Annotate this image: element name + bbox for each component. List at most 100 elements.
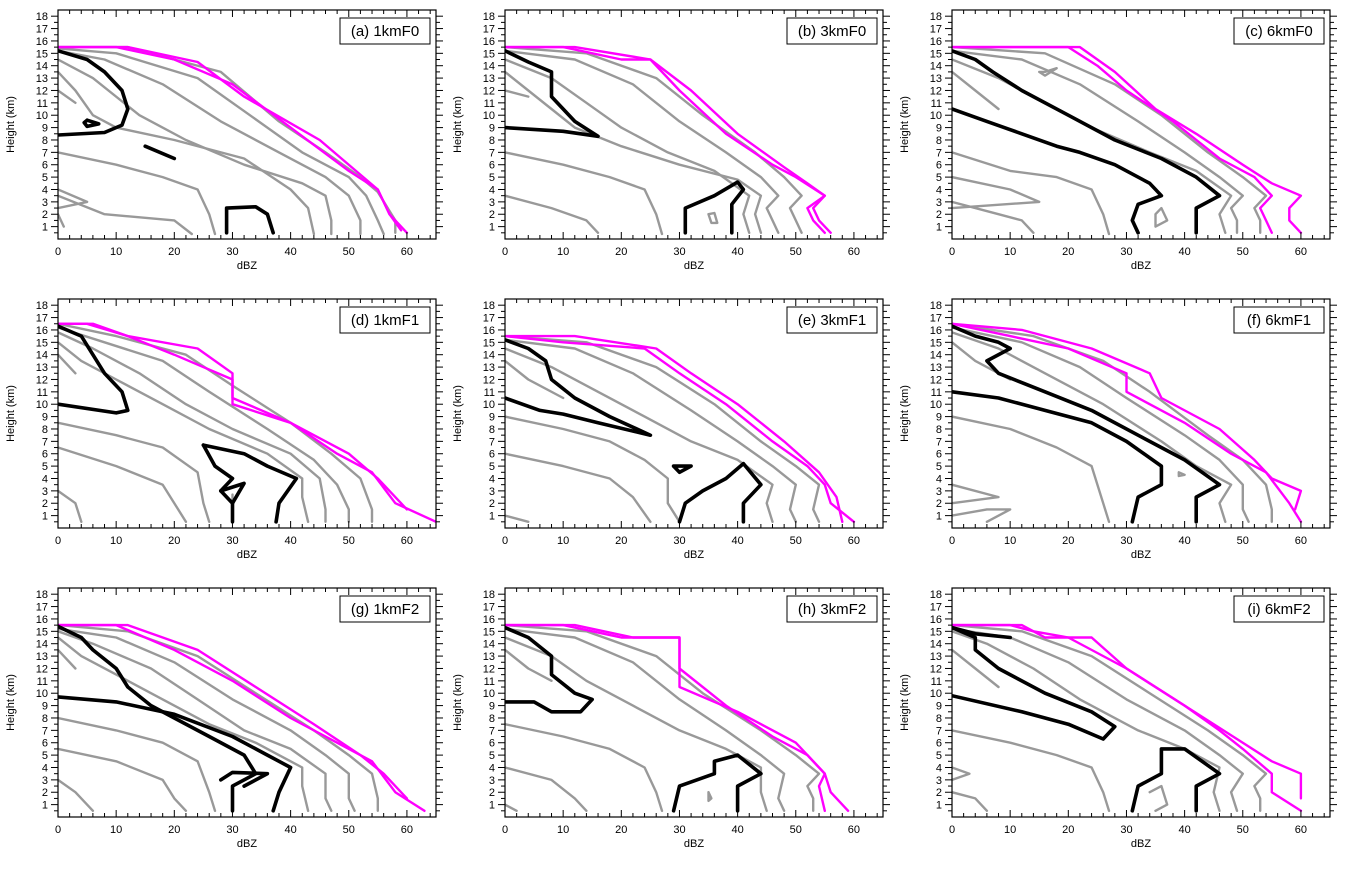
y-tick-label: 13 <box>483 362 495 374</box>
gray-contour-line <box>58 151 217 236</box>
x-tick-label: 10 <box>1004 246 1016 258</box>
contour-lines <box>58 623 426 813</box>
magenta-contour-line <box>505 334 844 523</box>
y-tick-label: 12 <box>36 85 48 97</box>
gray-contour-line <box>505 723 664 812</box>
y-tick-label: 3 <box>936 775 942 787</box>
y-tick-label: 15 <box>483 337 495 349</box>
x-axis-label: dBZ <box>684 549 704 561</box>
x-tick-label: 10 <box>557 824 569 836</box>
x-tick-label: 50 <box>343 824 355 836</box>
black-contour-line <box>952 324 1222 524</box>
gray-contour-line <box>505 338 797 523</box>
y-tick-label: 11 <box>37 98 48 110</box>
y-tick-label: 12 <box>930 374 942 386</box>
y-tick-label: 10 <box>930 399 942 411</box>
y-tick-label: 4 <box>489 184 495 196</box>
x-tick-label: 40 <box>1178 246 1190 258</box>
x-axis-label: dBZ <box>1131 549 1151 561</box>
y-axis-label: Height (km) <box>899 96 911 153</box>
x-tick-label: 20 <box>1062 824 1074 836</box>
magenta-contour-line <box>58 623 409 800</box>
x-tick-label: 0 <box>949 824 955 836</box>
panel-title: (e) 3kmF1 <box>798 312 866 329</box>
y-tick-label: 1 <box>936 800 942 812</box>
y-tick-label: 14 <box>483 350 495 362</box>
y-tick-label: 10 <box>483 688 495 700</box>
panel-title: (f) 6kmF1 <box>1247 312 1311 329</box>
y-tick-label: 14 <box>36 350 48 362</box>
y-tick-label: 14 <box>930 61 942 73</box>
x-tick-label: 10 <box>1004 824 1016 836</box>
gray-contour-line <box>58 47 385 236</box>
y-tick-label: 13 <box>930 651 942 663</box>
y-tick-label: 13 <box>36 73 48 85</box>
y-tick-label: 7 <box>42 147 48 159</box>
gray-contour-line <box>505 415 681 523</box>
gray-contour-line <box>952 623 1268 812</box>
panel-title-box <box>1233 17 1325 45</box>
plot-frame <box>504 587 884 818</box>
gray-contour-line <box>952 151 1111 236</box>
y-tick-label: 5 <box>489 172 495 184</box>
y-tick-label: 8 <box>489 424 495 436</box>
gray-contour-line <box>58 446 188 523</box>
y-tick-label: 6 <box>42 738 48 750</box>
gray-contour-line <box>952 508 1012 523</box>
black-contour-line <box>677 461 763 524</box>
gray-contour-line <box>58 188 89 210</box>
y-tick-label: 12 <box>36 374 48 386</box>
y-tick-label: 18 <box>36 11 48 23</box>
y-tick-label: 16 <box>36 325 48 337</box>
y-tick-label: 11 <box>484 387 495 399</box>
x-tick-label: 30 <box>226 246 238 258</box>
y-tick-label: 12 <box>36 663 48 675</box>
panel-title-box <box>339 306 431 334</box>
gray-contour-line <box>505 627 786 812</box>
y-tick-label: 1 <box>489 222 495 234</box>
black-contour-line <box>58 48 130 137</box>
y-axis-label: Height (km) <box>452 96 464 153</box>
y-tick-label: 2 <box>936 787 942 799</box>
gray-contour-line <box>58 89 77 105</box>
gray-contour-line <box>952 322 1274 523</box>
gray-contour-line <box>505 347 774 523</box>
y-tick-label: 12 <box>930 663 942 675</box>
x-tick-label: 30 <box>673 824 685 836</box>
panel-title: (g) 1kmF2 <box>351 601 419 618</box>
y-tick-label: 9 <box>936 123 942 135</box>
y-tick-label: 13 <box>36 651 48 663</box>
x-axis-label: dBZ <box>237 260 257 272</box>
chart-panel: 0 10 20 30 40 50 60123456789101112131415161718… <box>899 298 1337 561</box>
black-contour-line <box>219 481 246 506</box>
y-tick-label: 6 <box>489 738 495 750</box>
y-tick-label: 16 <box>483 614 495 626</box>
panel-title-box <box>786 595 878 623</box>
plot-frame <box>504 9 884 240</box>
gray-contour-line <box>58 421 211 523</box>
x-tick-label: 30 <box>673 246 685 258</box>
gray-contour-line <box>58 49 362 236</box>
gray-contour-line <box>505 803 518 812</box>
chart-panel: 0 10 20 30 40 50 60123456789101112131415161718… <box>452 298 890 561</box>
y-tick-label: 1 <box>42 222 48 234</box>
magenta-contour-line <box>952 322 1303 523</box>
y-tick-label: 10 <box>36 688 48 700</box>
x-tick-label: 50 <box>790 246 802 258</box>
x-tick-label: 30 <box>1120 246 1132 258</box>
y-tick-label: 5 <box>42 172 48 184</box>
chart-panel: 0 10 20 30 40 50 60123456789101112131415161718… <box>452 587 890 850</box>
contour-lines <box>505 45 832 236</box>
black-contour-line <box>201 443 299 524</box>
plot-frame <box>951 587 1331 818</box>
y-tick-label: 7 <box>936 147 942 159</box>
magenta-contour-line <box>58 623 426 812</box>
x-axis-label: dBZ <box>1131 260 1151 272</box>
y-tick-label: 4 <box>42 762 48 774</box>
y-tick-label: 8 <box>42 713 48 725</box>
black-contour-line <box>82 118 101 129</box>
x-tick-label: 0 <box>55 246 61 258</box>
x-tick-label: 60 <box>848 246 860 258</box>
y-tick-label: 7 <box>42 436 48 448</box>
